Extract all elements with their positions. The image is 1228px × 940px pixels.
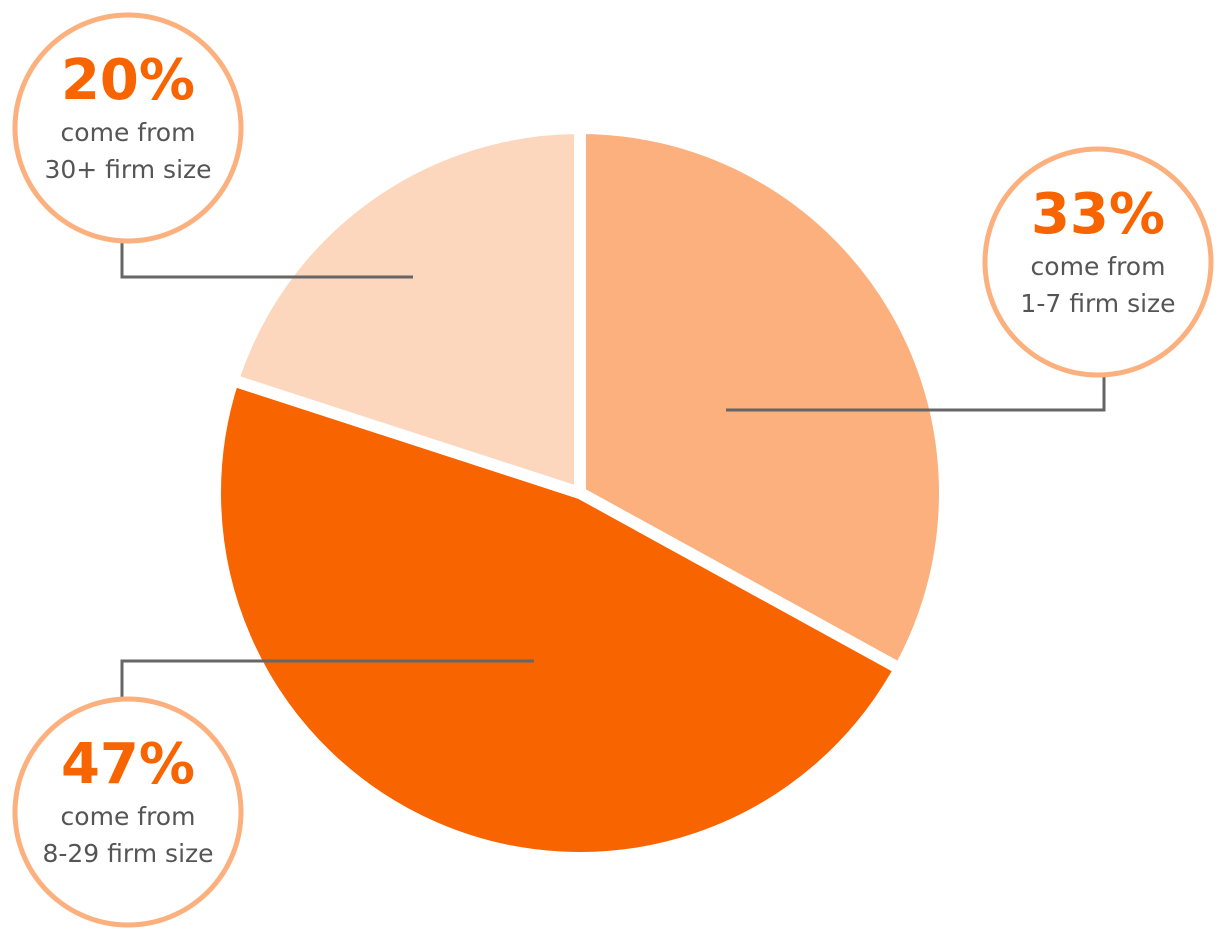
leader-line — [120, 242, 413, 279]
value-label: 20% — [61, 48, 195, 113]
category-label: 30+ firm size — [44, 155, 211, 184]
pie-slice — [209, 372, 909, 864]
callout-circle — [982, 146, 1214, 378]
leader-line — [726, 376, 1106, 412]
leader-line — [120, 659, 534, 697]
callout-circle — [12, 12, 244, 244]
pie-slice — [574, 121, 951, 677]
value-label: 47% — [61, 732, 195, 797]
pie-slice — [225, 121, 586, 502]
label-prefix: come from — [1031, 252, 1166, 281]
label-prefix: come from — [61, 118, 196, 147]
value-label: 33% — [1031, 182, 1165, 247]
label-prefix: come from — [61, 802, 196, 831]
category-label: 8-29 firm size — [42, 839, 213, 868]
category-label: 1-7 firm size — [1020, 289, 1175, 318]
callout-circle — [12, 696, 244, 928]
